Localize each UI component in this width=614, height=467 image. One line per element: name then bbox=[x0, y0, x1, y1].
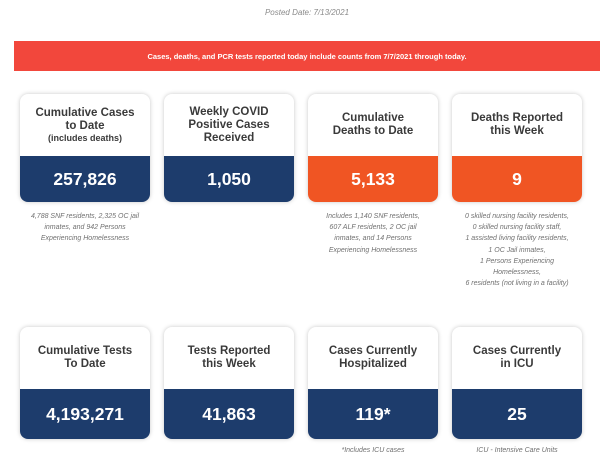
card-title: Cumulative Cases to Date (includes death… bbox=[35, 106, 135, 143]
card-title: Weekly COVID Positive Cases Received bbox=[188, 105, 270, 144]
note-cumulative-deaths: Includes 1,140 SNF residents, 607 ALF re… bbox=[326, 213, 420, 254]
card-weekly-positive-cases: Weekly COVID Positive Cases Received 1,0… bbox=[164, 94, 294, 202]
card-value: 41,863 bbox=[164, 389, 294, 439]
card-currently-in-icu: Cases Currently in ICU 25 bbox=[452, 327, 582, 439]
card-title: Tests Reported this Week bbox=[187, 345, 271, 370]
card-title: Cases Currently Hospitalized bbox=[328, 345, 418, 370]
note-deaths-this-week: 0 skilled nursing facility residents, 0 … bbox=[465, 213, 569, 288]
note-icu: ICU - Intensive Care Units bbox=[476, 447, 558, 454]
card-subtitle: (includes deaths) bbox=[47, 132, 122, 143]
card-cumulative-cases: Cumulative Cases to Date (includes death… bbox=[20, 94, 150, 202]
reporting-notice-banner: Cases, deaths, and PCR tests reported to… bbox=[14, 41, 600, 71]
note-hospitalized: *Includes ICU cases bbox=[341, 447, 405, 454]
card-deaths-this-week: Deaths Reported this Week 9 bbox=[452, 94, 582, 202]
card-value: 119* bbox=[308, 389, 438, 439]
card-value: 1,050 bbox=[164, 156, 294, 202]
card-title: Deaths Reported this Week bbox=[470, 112, 564, 137]
card-value: 4,193,271 bbox=[20, 389, 150, 439]
posted-date: Posted Date: 7/13/2021 bbox=[264, 8, 350, 17]
card-cumulative-tests: Cumulative Tests To Date 4,193,271 bbox=[20, 327, 150, 439]
card-title: Cumulative Deaths to Date bbox=[332, 112, 414, 137]
card-cumulative-deaths: Cumulative Deaths to Date 5,133 bbox=[308, 94, 438, 202]
note-cumulative-cases: 4,788 SNF residents, 2,325 OC jail inmat… bbox=[30, 213, 140, 243]
card-tests-this-week: Tests Reported this Week 41,863 bbox=[164, 327, 294, 439]
card-value: 5,133 bbox=[308, 156, 438, 202]
card-value: 9 bbox=[452, 156, 582, 202]
card-value: 257,826 bbox=[20, 156, 150, 202]
card-value: 25 bbox=[452, 389, 582, 439]
card-title: Cumulative Tests To Date bbox=[37, 345, 133, 370]
card-currently-hospitalized: Cases Currently Hospitalized 119* bbox=[308, 327, 438, 439]
card-title: Cases Currently in ICU bbox=[472, 345, 562, 370]
